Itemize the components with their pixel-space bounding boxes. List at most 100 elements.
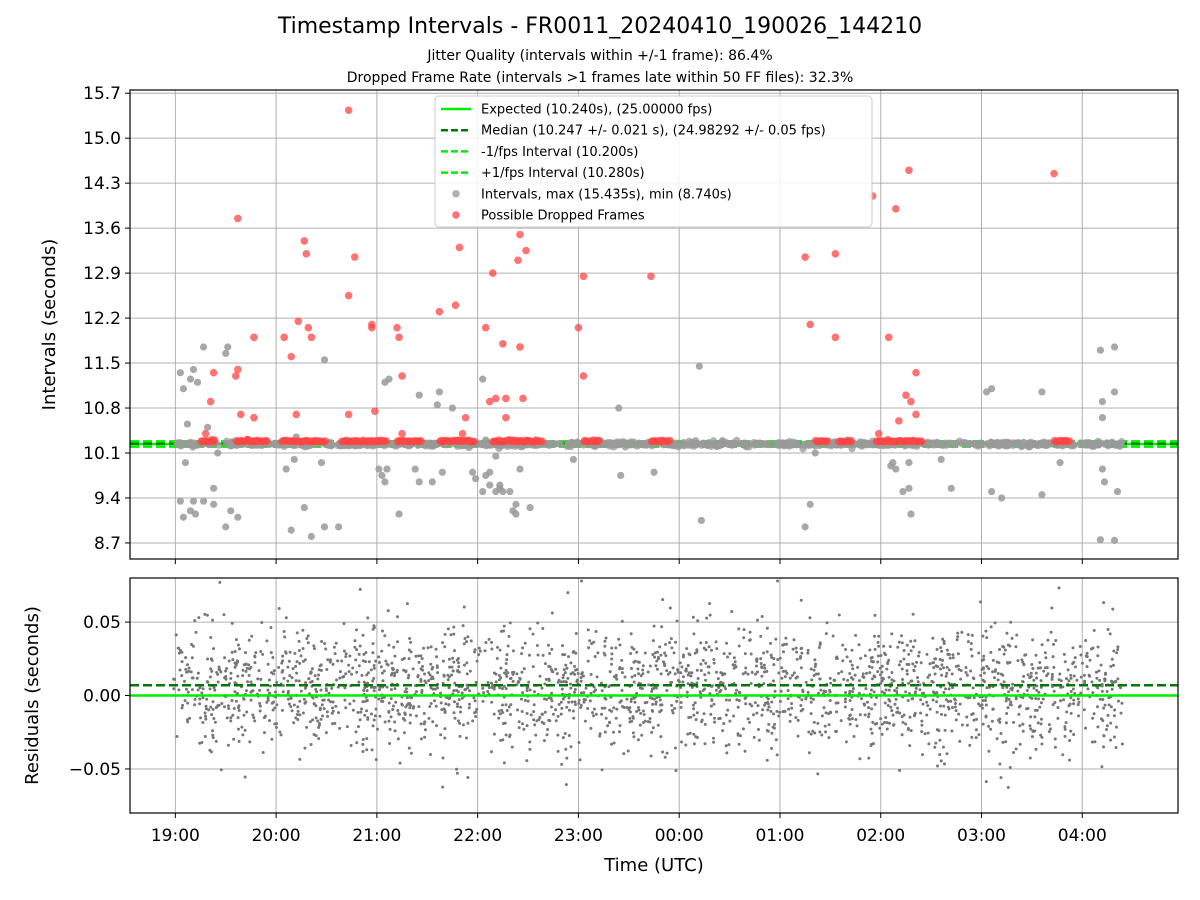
residual-point (1114, 745, 1118, 749)
residual-point (1006, 785, 1010, 789)
residual-point (198, 697, 202, 701)
interval-point (191, 510, 200, 518)
residual-point (357, 664, 361, 668)
residual-point (919, 698, 923, 702)
residual-point (1052, 665, 1056, 669)
residual-point (664, 654, 668, 658)
residual-point (955, 638, 959, 642)
residual-point (546, 643, 550, 647)
residual-point (269, 625, 273, 629)
dropped-frame-point (458, 429, 467, 438)
residual-point (1096, 725, 1100, 729)
residual-point (646, 670, 650, 674)
residual-point (334, 704, 338, 708)
residual-point (456, 657, 460, 661)
residual-point (940, 673, 944, 677)
residual-point (828, 698, 832, 702)
residual-point (979, 600, 983, 604)
residual-point (632, 735, 636, 739)
residual-point (883, 701, 887, 705)
residual-point (301, 659, 305, 663)
residual-point (845, 655, 849, 659)
residual-point (520, 697, 524, 701)
residual-point (823, 724, 827, 728)
residual-point (640, 733, 644, 737)
interval-point (987, 487, 996, 496)
residual-point (541, 653, 545, 657)
residual-point (385, 685, 389, 689)
dropped-frame-point (455, 243, 464, 252)
residual-point (909, 729, 913, 733)
residual-point (686, 663, 690, 667)
residual-point (925, 652, 929, 656)
residual-point (268, 719, 272, 723)
residual-point (960, 630, 964, 634)
residual-point (885, 727, 889, 731)
residual-point (877, 644, 881, 648)
residual-point (703, 687, 707, 691)
residual-point (294, 679, 298, 683)
residual-point (373, 714, 377, 718)
residual-point (509, 703, 513, 707)
residual-point (598, 732, 602, 736)
interval-point (929, 439, 937, 447)
residual-point (452, 632, 456, 636)
residual-point (1085, 655, 1089, 659)
residual-point (1069, 696, 1073, 700)
legend-entry-label: Median (10.247 +/- 0.021 s), (24.98292 +… (481, 124, 826, 139)
residual-point (701, 658, 705, 662)
residual-point (651, 726, 655, 730)
residual-point (873, 634, 877, 638)
residual-point (231, 713, 235, 717)
residual-point (286, 697, 290, 701)
residual-point (880, 676, 884, 680)
residual-point (901, 720, 905, 724)
residual-point (1032, 686, 1036, 690)
residual-point (699, 662, 703, 666)
dropped-frame-rate-subtitle: Dropped Frame Rate (intervals >1 frames … (346, 70, 854, 86)
residual-point (647, 683, 651, 687)
residual-point (780, 676, 784, 680)
residual-point (695, 735, 699, 739)
residual-point (867, 664, 871, 668)
residual-point (588, 699, 592, 703)
residual-point (281, 683, 285, 687)
residual-point (898, 769, 902, 773)
residual-point (355, 648, 359, 652)
interval-point (189, 497, 198, 505)
residual-point (525, 689, 529, 693)
residual-point (224, 669, 228, 673)
residual-point (628, 710, 632, 714)
residual-point (996, 718, 1000, 722)
residual-point (383, 634, 387, 638)
residual-point (984, 703, 988, 707)
residual-point (381, 679, 385, 683)
residual-point (1072, 732, 1076, 736)
interval-point (937, 455, 945, 464)
residual-point (654, 664, 658, 668)
residual-point (908, 715, 912, 719)
residual-point (863, 713, 867, 717)
residual-point (562, 673, 566, 677)
residual-point (441, 659, 445, 663)
dropped-frame-point (538, 437, 547, 446)
residual-point (1021, 696, 1025, 700)
residual-point (709, 648, 713, 652)
residual-point (1098, 697, 1102, 701)
residual-point (317, 668, 321, 672)
residual-point (759, 662, 763, 666)
y-tick-label: 11.5 (83, 354, 121, 374)
residual-point (361, 742, 365, 746)
residual-point (229, 716, 233, 720)
interval-point (803, 441, 812, 449)
residual-point (941, 637, 945, 641)
residual-point (509, 713, 513, 717)
residual-point (669, 637, 673, 641)
residual-point (266, 698, 270, 702)
residual-point (1018, 742, 1022, 746)
residual-point (374, 659, 378, 663)
interval-point (680, 442, 688, 450)
residual-point (849, 659, 853, 663)
residual-point (1049, 630, 1053, 634)
residual-point (391, 704, 395, 708)
